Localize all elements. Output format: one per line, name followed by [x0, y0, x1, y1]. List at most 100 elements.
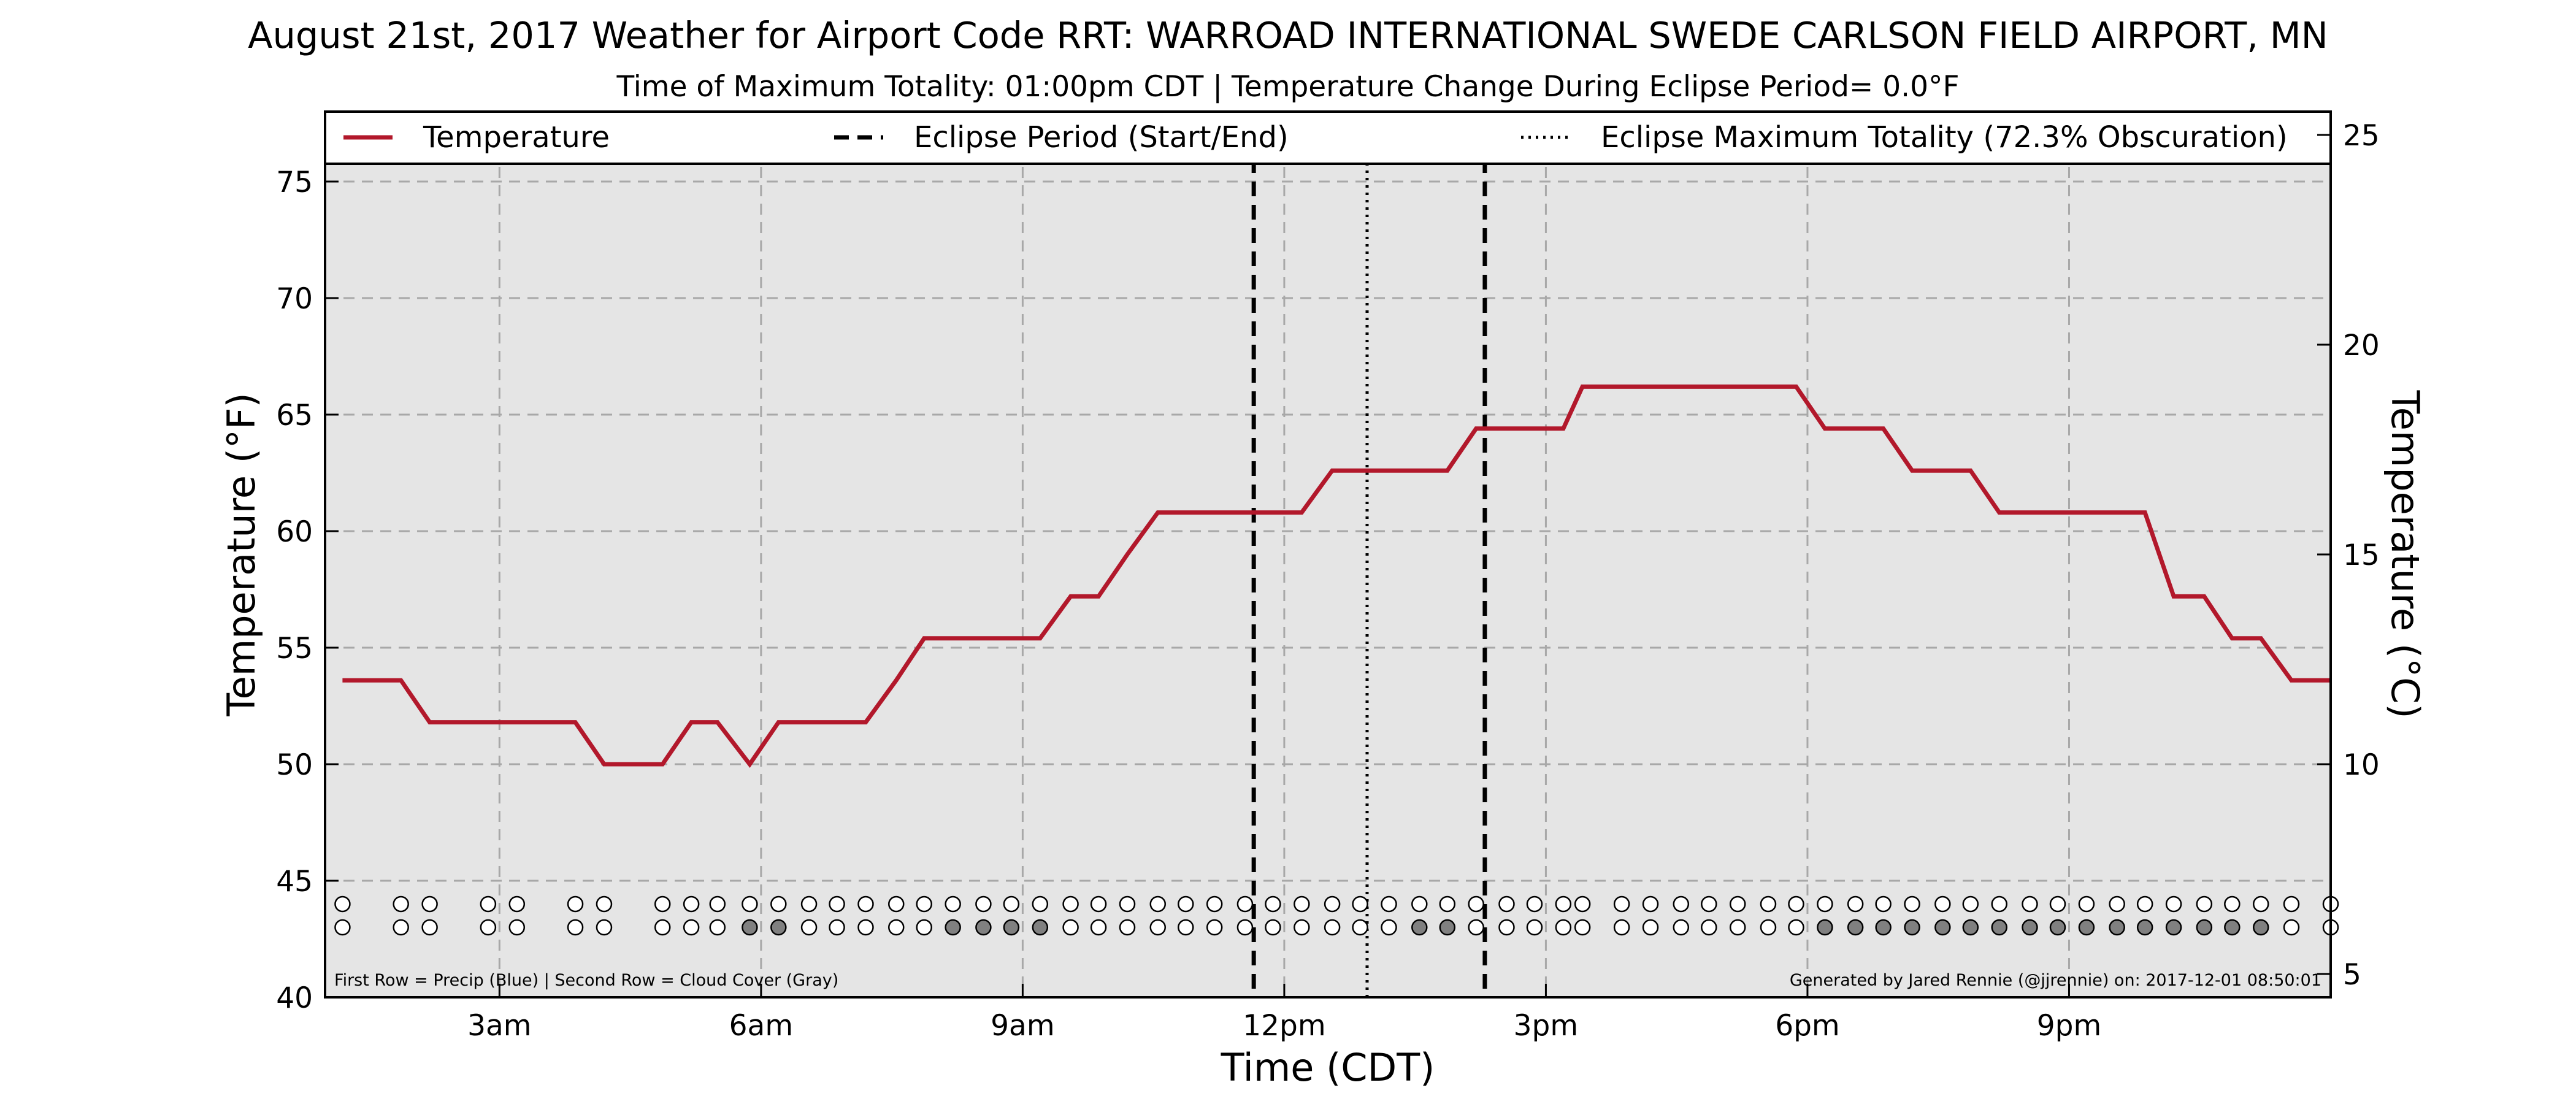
cloud-dot [1526, 919, 1543, 936]
cloud-dot [1498, 919, 1515, 936]
cloud-dot [596, 919, 613, 936]
precip-dot [1817, 895, 1833, 913]
precip-dot [770, 895, 787, 913]
precip-dot [1875, 895, 1892, 913]
cloud-dot [567, 919, 584, 936]
cloud-dot [2165, 919, 2182, 936]
cloud-dot [829, 919, 845, 936]
cloud-dot [1847, 919, 1864, 936]
y-right-tick-label: 20 [2343, 329, 2380, 362]
precip-dot [1962, 895, 1979, 913]
cloud-dot [1875, 919, 1892, 936]
legend-label-eclipse-period: Eclipse Period (Start/End) [914, 120, 1289, 155]
grid-lines [325, 112, 2331, 997]
chart-title: August 21st, 2017 Weather for Airport Co… [248, 14, 2328, 56]
cloud-dot [1991, 919, 2007, 936]
precip-dot [1294, 895, 1310, 913]
cloud-dot [1574, 919, 1591, 936]
precip-dot [1178, 895, 1194, 913]
precip-dot [1381, 895, 1397, 913]
cloud-dot [1324, 919, 1341, 936]
cloud-dot [1411, 919, 1428, 936]
cloud-dot [1613, 919, 1630, 936]
legend-label-temperature: Temperature [423, 120, 610, 155]
precip-dot [508, 895, 526, 913]
cloud-dot [683, 919, 700, 936]
precip-dot [567, 895, 584, 913]
precip-dot [1265, 895, 1281, 913]
precip-dot [654, 895, 671, 913]
precip-dot [945, 895, 961, 913]
y-tick-label: 40 [276, 981, 313, 1015]
cloud-dot [480, 919, 497, 936]
cloud-dot [508, 919, 526, 936]
precip-dot [1003, 895, 1020, 913]
precip-dot [800, 895, 818, 913]
precip-dot [1574, 895, 1591, 913]
footnote-left: First Row = Precip (Blue) | Second Row =… [334, 971, 838, 990]
precip-dot [1119, 895, 1136, 913]
y-tick-label: 55 [276, 632, 313, 665]
precip-dot [829, 895, 845, 913]
precip-dot [1411, 895, 1428, 913]
cloud-dot [2224, 919, 2241, 936]
cloud-dot [1206, 919, 1223, 936]
precip-dot [2283, 895, 2300, 913]
precip-dot [1760, 895, 1777, 913]
cloud-dot [887, 919, 905, 936]
cloud-dot [857, 919, 874, 936]
cloud-dot [421, 919, 438, 936]
precip-dot [1642, 895, 1659, 913]
precip-dot [1613, 895, 1630, 913]
y-axis-label-left: Temperature (°F) [219, 393, 264, 716]
cloud-dot [1003, 919, 1020, 936]
precip-dot [887, 895, 905, 913]
cloud-dot [1178, 919, 1194, 936]
x-tick-label: 3am [467, 1009, 532, 1043]
precip-dot [1673, 895, 1690, 913]
cloud-dot [2196, 919, 2213, 936]
cloud-dot [1352, 919, 1368, 936]
x-tick-label: 3pm [1514, 1009, 1579, 1043]
cloud-dot [742, 919, 758, 936]
cloud-dot [1555, 919, 1572, 936]
y-tick-label: 75 [276, 166, 313, 199]
precip-dot [709, 895, 726, 913]
precip-dot [857, 895, 874, 913]
precip-dot [480, 895, 497, 913]
cloud-dot [1149, 919, 1167, 936]
precip-dot [975, 895, 992, 913]
cloud-dot [1236, 919, 1254, 936]
precip-dot [1149, 895, 1167, 913]
precip-dot [421, 895, 438, 913]
cloud-dot [800, 919, 818, 936]
cloud-dot [975, 919, 992, 936]
cloud-dot [1760, 919, 1777, 936]
y-right-tick-label: 25 [2343, 119, 2380, 153]
cloud-dot [2078, 919, 2095, 936]
precip-dot [1352, 895, 1368, 913]
cloud-dot [2283, 919, 2300, 936]
precip-dot [2253, 895, 2269, 913]
cloud-dot [1673, 919, 1690, 936]
precip-dot [596, 895, 613, 913]
cloud-dot [1642, 919, 1659, 936]
precip-dot [1498, 895, 1515, 913]
cloud-dot [334, 919, 351, 936]
precip-dot [393, 895, 409, 913]
cloud-dot [1701, 919, 1717, 936]
x-tick-label: 6pm [1775, 1009, 1840, 1043]
cloud-dot [1294, 919, 1310, 936]
cloud-dot [2136, 919, 2153, 936]
cloud-dot [1381, 919, 1397, 936]
precip-dot [1788, 895, 1804, 913]
precip-dot [2224, 895, 2241, 913]
cloud-dot [1062, 919, 1079, 936]
cloud-dot [2253, 919, 2269, 936]
precip-dot [2049, 895, 2066, 913]
cloud-dot [770, 919, 787, 936]
precip-dot [1206, 895, 1223, 913]
chart-subtitle: Time of Maximum Totality: 01:00pm CDT | … [616, 70, 1959, 104]
precip-dot [1324, 895, 1341, 913]
